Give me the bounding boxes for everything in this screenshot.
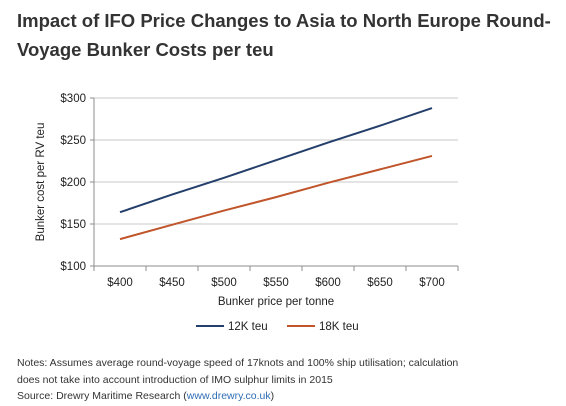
x-tick-label: $500 (211, 277, 237, 289)
legend-label: 12K teu (228, 321, 268, 333)
line-chart: $100 $150 $200 $250 $300 $400 $450 $500 $550 $60… (35, 93, 459, 333)
x-axis-label: Bunker price per tonne (218, 296, 334, 308)
source-link[interactable]: www.drewry.co.uk (186, 390, 271, 402)
notes: Notes: Assumes average round-voyage spee… (17, 355, 562, 405)
y-tick-labels: $100 $150 $200 $250 $300 (60, 93, 86, 273)
y-tick-label: $200 (60, 177, 86, 189)
y-tick-label: $100 (60, 261, 86, 273)
series-lines (119, 107, 433, 241)
notes-line-2: does not take into account introduction … (17, 373, 333, 386)
source-prefix: Source: Drewry Maritime Research ( (17, 390, 187, 402)
source-line: Source: Drewry Maritime Research (www.dr… (17, 388, 562, 405)
source-suffix: ) (270, 390, 275, 402)
x-tick-label: $400 (107, 277, 133, 289)
x-tick-label: $700 (419, 277, 445, 289)
y-tick-label: $150 (60, 219, 86, 231)
chart-title: Impact of IFO Price Changes to Asia to N… (17, 6, 562, 64)
y-axis-label: Bunker cost per RV teu (35, 123, 47, 242)
x-tick-label: $600 (315, 277, 341, 289)
legend-label: 18K teu (319, 321, 359, 333)
chart-title-line-1: Impact of IFO Price Changes to Asia to N… (17, 10, 551, 31)
chart-title-line-2: Voyage Bunker Costs per teu (17, 39, 274, 60)
y-tick-label: $250 (60, 135, 86, 147)
legend: 12K teu 18K teu (196, 321, 359, 333)
series-line-2 (119, 154, 433, 241)
y-tick-label: $300 (60, 93, 86, 105)
x-tick-label: $550 (263, 277, 289, 289)
x-tick-labels: $400 $450 $500 $550 $600 $650 $700 (107, 277, 445, 289)
gridlines (94, 97, 458, 225)
x-tick-label: $450 (159, 277, 185, 289)
notes-line-1: Notes: Assumes average round-voyage spee… (17, 357, 459, 369)
axes (90, 97, 459, 271)
series-line-1 (119, 107, 433, 214)
x-tick-label: $650 (367, 277, 393, 289)
